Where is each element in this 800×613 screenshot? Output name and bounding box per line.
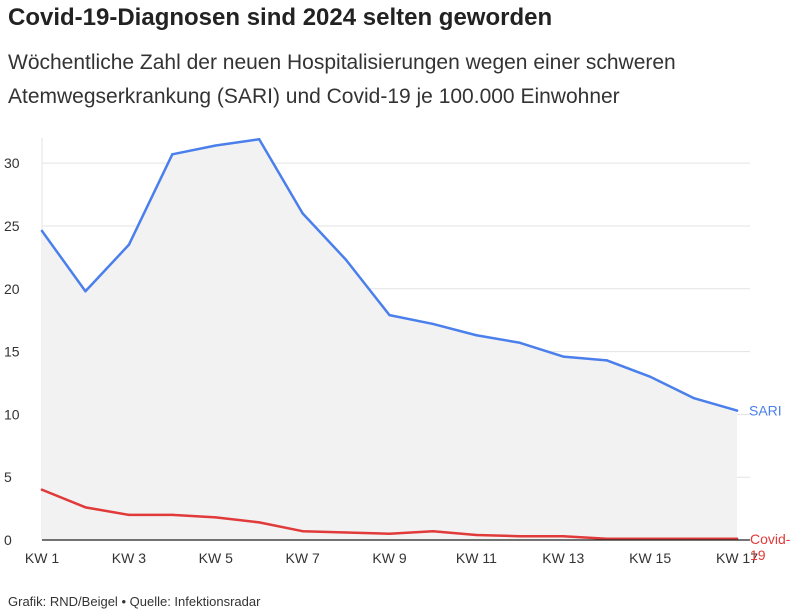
- x-tick-label-kw-1: KW 1: [25, 550, 59, 566]
- y-tick-label-5: 5: [4, 469, 12, 485]
- series-label-covid-19-line1: Covid-: [750, 531, 791, 547]
- data-point-sari-5: [214, 144, 217, 147]
- data-point-sari-2: [84, 290, 87, 293]
- y-axis-ticks: 0 5 10 15 20 25 30: [4, 155, 20, 548]
- data-point-sari-12: [518, 341, 522, 344]
- series-label-covid-19: Covid-19: [750, 531, 791, 563]
- data-point-covid-19-13: [562, 535, 565, 538]
- data-point-sari-17: [735, 409, 739, 412]
- data-point-sari-1: [40, 229, 44, 233]
- data-point-covid-19-6: [257, 521, 261, 524]
- x-tick-label-kw-9: KW 9: [372, 550, 406, 566]
- footer-separator: •: [121, 594, 126, 609]
- y-tick-label-0: 0: [4, 532, 12, 548]
- data-point-covid-19-4: [171, 513, 174, 517]
- data-point-covid-19-16: [692, 537, 695, 540]
- data-point-covid-19-11: [475, 533, 478, 537]
- footer: Grafik: RND/Beigel • Quelle: Infektionsr…: [8, 594, 260, 609]
- x-tick-label-kw-17: KW 17: [716, 550, 758, 566]
- series-label-sari: SARI: [749, 403, 782, 419]
- series-labels: SARI Covid-19: [749, 403, 791, 563]
- x-tick-label-kw-5: KW 5: [199, 550, 233, 566]
- data-point-sari-8: [344, 258, 348, 262]
- sari-area-fill: [42, 139, 737, 540]
- data-point-sari-7: [301, 212, 304, 215]
- data-point-covid-19-1: [40, 488, 44, 491]
- data-point-covid-19-2: [84, 506, 87, 509]
- data-point-sari-6: [257, 138, 261, 141]
- data-point-covid-19-15: [648, 537, 652, 540]
- data-point-covid-19-8: [344, 531, 348, 534]
- series-lines: [40, 138, 739, 540]
- data-point-sari-10: [431, 322, 435, 326]
- data-point-covid-19-9: [388, 532, 391, 535]
- y-tick-label-10: 10: [4, 406, 20, 422]
- data-point-sari-15: [648, 375, 652, 378]
- data-point-sari-14: [605, 359, 608, 362]
- data-point-covid-19-7: [301, 530, 304, 533]
- x-axis: KW 1 KW 3 KW 5 KW 7 KW 9 KW 11 KW 13 KW 15 KW 17: [25, 539, 758, 566]
- x-tick-label-kw-7: KW 7: [286, 550, 320, 566]
- data-point-covid-19-3: [127, 513, 131, 517]
- data-point-sari-16: [692, 396, 695, 400]
- x-tick-label-kw-11: KW 11: [456, 550, 497, 566]
- data-point-covid-19-14: [605, 537, 608, 540]
- data-point-covid-19-5: [214, 516, 217, 519]
- chart-title: Covid-19-Diagnosen sind 2024 selten gewo…: [8, 4, 553, 31]
- data-point-sari-13: [562, 355, 565, 358]
- data-point-covid-19-10: [431, 530, 435, 533]
- data-point-sari-9: [388, 313, 391, 317]
- x-tick-label-kw-3: KW 3: [112, 550, 146, 566]
- data-point-sari-11: [475, 334, 478, 337]
- y-tick-label-30: 30: [4, 155, 20, 171]
- chart-subtitle: Wöchentliche Zahl der neuen Hospitalisie…: [8, 51, 676, 108]
- data-point-covid-19-17: [735, 537, 739, 540]
- sari-area: [42, 139, 737, 540]
- y-tick-label-25: 25: [4, 218, 20, 234]
- x-tick-label-kw-13: KW 13: [542, 550, 584, 566]
- data-point-covid-19-12: [518, 535, 522, 538]
- footer-source: Quelle: Infektionsradar: [129, 594, 261, 609]
- x-tick-label-kw-15: KW 15: [629, 550, 671, 566]
- y-tick-label-15: 15: [4, 344, 20, 360]
- y-tick-label-20: 20: [4, 281, 20, 297]
- series-label-covid-19-line2: 19: [750, 547, 766, 563]
- data-point-sari-4: [171, 153, 174, 156]
- footer-credit: Grafik: RND/Beigel: [8, 594, 118, 609]
- data-point-sari-3: [127, 243, 131, 246]
